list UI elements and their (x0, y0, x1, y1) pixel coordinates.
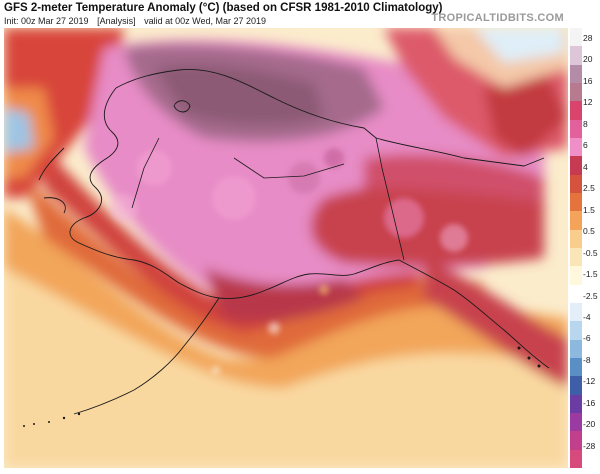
panhandle (398, 259, 550, 369)
colorbar-cell (570, 413, 582, 432)
colorbar-cell (570, 449, 582, 469)
colorbar-label: 2.5 (583, 183, 595, 194)
colorbar-cell (570, 46, 582, 66)
analysis-tag: [Analysis] (97, 16, 136, 26)
peninsula (133, 297, 220, 391)
colorbar-cell (570, 174, 582, 194)
colorbar-cell (570, 83, 582, 102)
mottled-texture (110, 148, 468, 374)
colorbar-cell (570, 248, 582, 267)
colorbar-cell (570, 211, 582, 231)
aleutians (73, 389, 135, 415)
colorbar-label: -28 (583, 440, 596, 451)
colorbar-label: -6 (583, 333, 591, 344)
colorbar-label: -1.5 (583, 269, 598, 280)
colorbar-cell (570, 266, 582, 286)
colorbar-cell (570, 101, 582, 121)
west-coast (69, 87, 400, 299)
alaska-canada-border (375, 137, 405, 261)
anomaly-map (4, 28, 568, 468)
colorbar-cell (570, 431, 582, 451)
colorbar-cell (570, 339, 582, 359)
colorbar-cell (570, 64, 582, 84)
brand-watermark: TROPICALTIDBITS.COM (431, 12, 564, 24)
colorbar-label: -12 (583, 376, 596, 387)
colorbar-label: 16 (583, 75, 593, 86)
subtitle-line: Init: 00z Mar 27 2019 [Analysis] valid a… (4, 16, 266, 26)
anomaly-shading (4, 28, 568, 468)
colorbar-label: -20 (583, 419, 596, 430)
colorbar-cell (570, 321, 582, 341)
colorbar-cell (570, 193, 582, 212)
chart-title: GFS 2-meter Temperature Anomaly (°C) (ba… (4, 2, 443, 14)
colorbar-cell (570, 138, 582, 157)
colorbar-label: 12 (583, 97, 593, 108)
colorbar-label: 1.5 (583, 204, 595, 215)
colorbar-cell (570, 156, 582, 176)
colorbar-cell (570, 284, 582, 304)
colorbar-cell (570, 376, 582, 396)
colorbar-cell (570, 119, 582, 139)
colorbar-cell (570, 229, 582, 249)
colorbar-label: -0.5 (583, 247, 598, 258)
colorbar-label: 8 (583, 118, 588, 129)
colorbar-label: -16 (583, 397, 596, 408)
colorbar-label: -2.5 (583, 290, 598, 301)
colorbar-cell (570, 28, 582, 47)
islands (23, 346, 541, 427)
lake (173, 100, 191, 113)
coastlines (38, 68, 550, 415)
colorbar-cell (570, 358, 582, 377)
arctic-coast (115, 68, 545, 167)
colorbar-label: 20 (583, 54, 593, 65)
valid-time: valid at 00z Wed, Mar 27 2019 (144, 16, 267, 26)
colorbar: 28 20 16 12 8 6 4 2.5 1.5 0.5 -0.5 -1.5 -2.5 -4 -6 -8 -1… (570, 28, 600, 469)
init-time: Init: 00z Mar 27 2019 (4, 16, 89, 26)
colorbar-label: 0.5 (583, 226, 595, 237)
map-area (4, 28, 568, 468)
colorbar-cell (570, 303, 582, 322)
colorbar-label: 4 (583, 161, 588, 172)
colorbar-label: -4 (583, 312, 591, 323)
siberia-coast (38, 147, 66, 214)
colorbar-label: 6 (583, 140, 588, 151)
colorbar-label: -8 (583, 354, 591, 365)
region-line-2 (233, 157, 345, 179)
region-line-1 (131, 137, 160, 209)
borders (131, 137, 405, 261)
colorbar-label: 28 (583, 33, 593, 43)
colorbar-cell (570, 394, 582, 414)
